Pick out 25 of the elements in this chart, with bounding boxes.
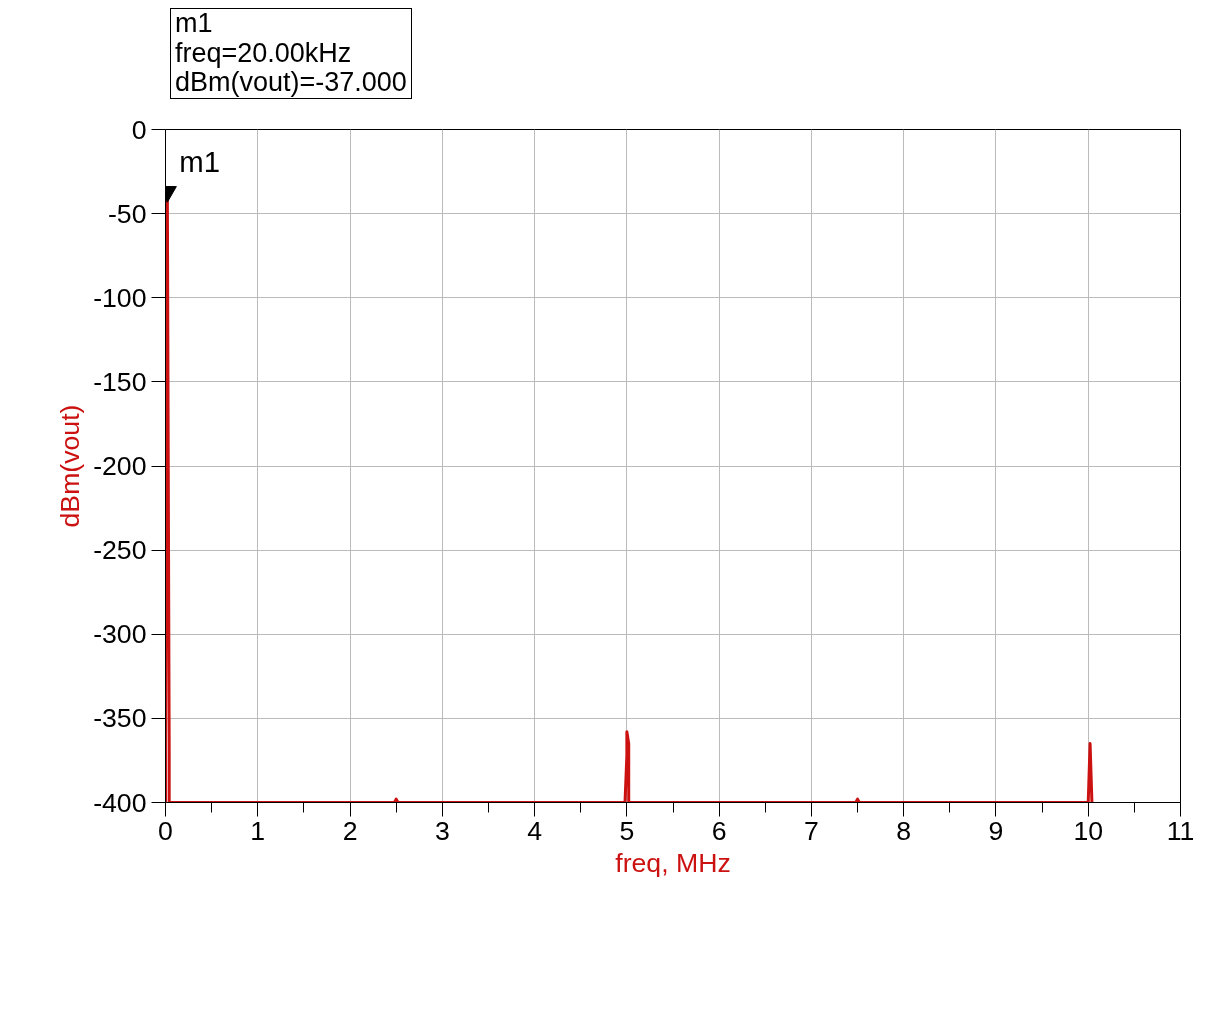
y-tick-label: -300	[93, 619, 147, 650]
x-tick-label: 11	[1166, 815, 1195, 846]
text: m1 freq=20.00kHz dBm(vout)=-37.000	[175, 8, 407, 99]
y-tick-label: -400	[93, 787, 147, 818]
y-tick-label: -250	[93, 535, 147, 566]
annotation: m1	[179, 144, 221, 178]
y-tick-label: -150	[93, 366, 147, 397]
y-tick-label: -50	[107, 198, 147, 229]
x-tick-label: 10	[1073, 815, 1104, 846]
x-tick-label: 6	[711, 815, 727, 846]
x-tick-label: 8	[896, 815, 912, 846]
x-tick-label: 0	[158, 815, 173, 846]
x-tick-label: 3	[434, 815, 450, 846]
x-tick-label: 1	[250, 815, 266, 846]
x-axis-title: freq, MHz	[615, 847, 731, 878]
y-axis-title: dBm(vout)	[55, 404, 86, 528]
y-tick-label: 0	[131, 114, 147, 145]
x-tick-label: 5	[619, 815, 635, 846]
y-tick-label: -200	[93, 451, 147, 482]
y-tick-label: -100	[93, 282, 147, 313]
x-tick-label: 7	[804, 815, 819, 846]
x-tick-label: 4	[527, 815, 543, 846]
y-tick-label: -350	[93, 703, 147, 734]
x-tick-label: 9	[988, 815, 1004, 846]
x-tick-label: 2	[342, 815, 358, 846]
